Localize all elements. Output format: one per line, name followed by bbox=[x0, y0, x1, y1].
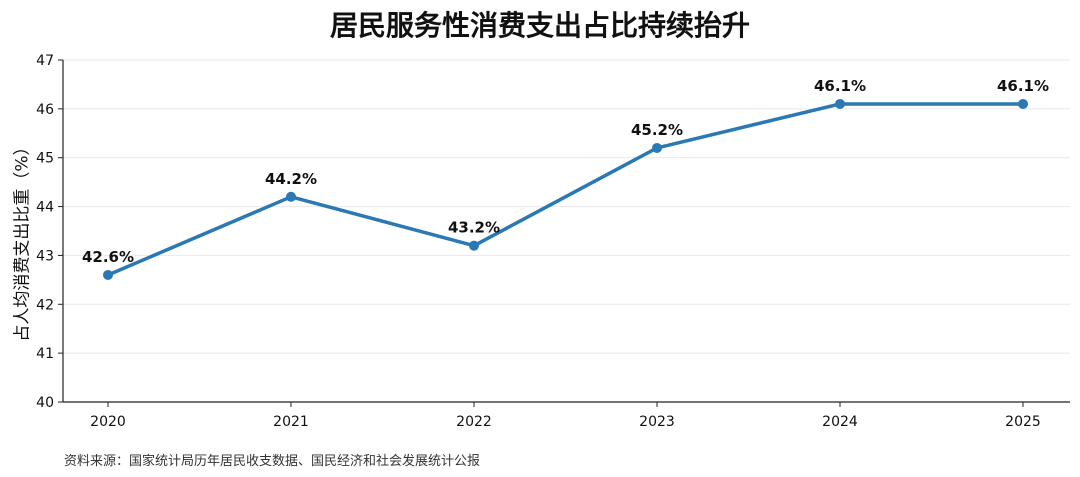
x-ticks: 2020 2021 2022 2023 2024 2025 bbox=[90, 402, 1041, 430]
data-point bbox=[286, 191, 296, 202]
y-tick-label: 40 bbox=[36, 395, 54, 411]
data-point bbox=[469, 240, 479, 251]
chart-title: 居民服务性消费支出占比持续抬升 bbox=[329, 9, 750, 42]
data-label: 43.2% bbox=[448, 219, 500, 237]
data-point bbox=[652, 142, 662, 153]
gridlines bbox=[63, 59, 1070, 354]
x-tick-label: 2025 bbox=[1005, 414, 1041, 430]
x-tick-label: 2022 bbox=[456, 414, 492, 430]
data-labels: 42.6% 44.2% 43.2% 45.2% 46.1% 46.1% bbox=[82, 77, 1049, 266]
x-tick-label: 2023 bbox=[639, 414, 675, 430]
source-note: 资料来源：国家统计局历年居民收支数据、国民经济和社会发展统计公报 bbox=[64, 454, 481, 469]
y-tick-label: 47 bbox=[36, 53, 54, 69]
y-tick-label: 41 bbox=[36, 346, 54, 362]
data-label: 46.1% bbox=[997, 77, 1049, 95]
x-tick-label: 2024 bbox=[822, 414, 858, 430]
data-label: 44.2% bbox=[265, 170, 317, 188]
series-line bbox=[106, 102, 1025, 277]
axes bbox=[62, 60, 1070, 403]
x-tick-label: 2021 bbox=[273, 414, 309, 430]
x-tick-label: 2020 bbox=[90, 414, 126, 430]
y-tick-label: 45 bbox=[36, 151, 54, 167]
data-label: 46.1% bbox=[814, 77, 866, 95]
data-point bbox=[103, 269, 113, 280]
y-tick-label: 44 bbox=[36, 200, 54, 216]
data-label: 45.2% bbox=[631, 121, 683, 139]
series-group bbox=[103, 98, 1028, 280]
y-tick-label: 42 bbox=[36, 297, 54, 313]
y-ticks: 40 41 42 43 44 45 46 47 bbox=[36, 53, 63, 411]
data-point bbox=[1018, 98, 1028, 109]
data-point bbox=[835, 98, 845, 109]
y-tick-label: 46 bbox=[36, 102, 54, 118]
data-label: 42.6% bbox=[82, 248, 134, 266]
y-tick-label: 43 bbox=[36, 248, 54, 264]
